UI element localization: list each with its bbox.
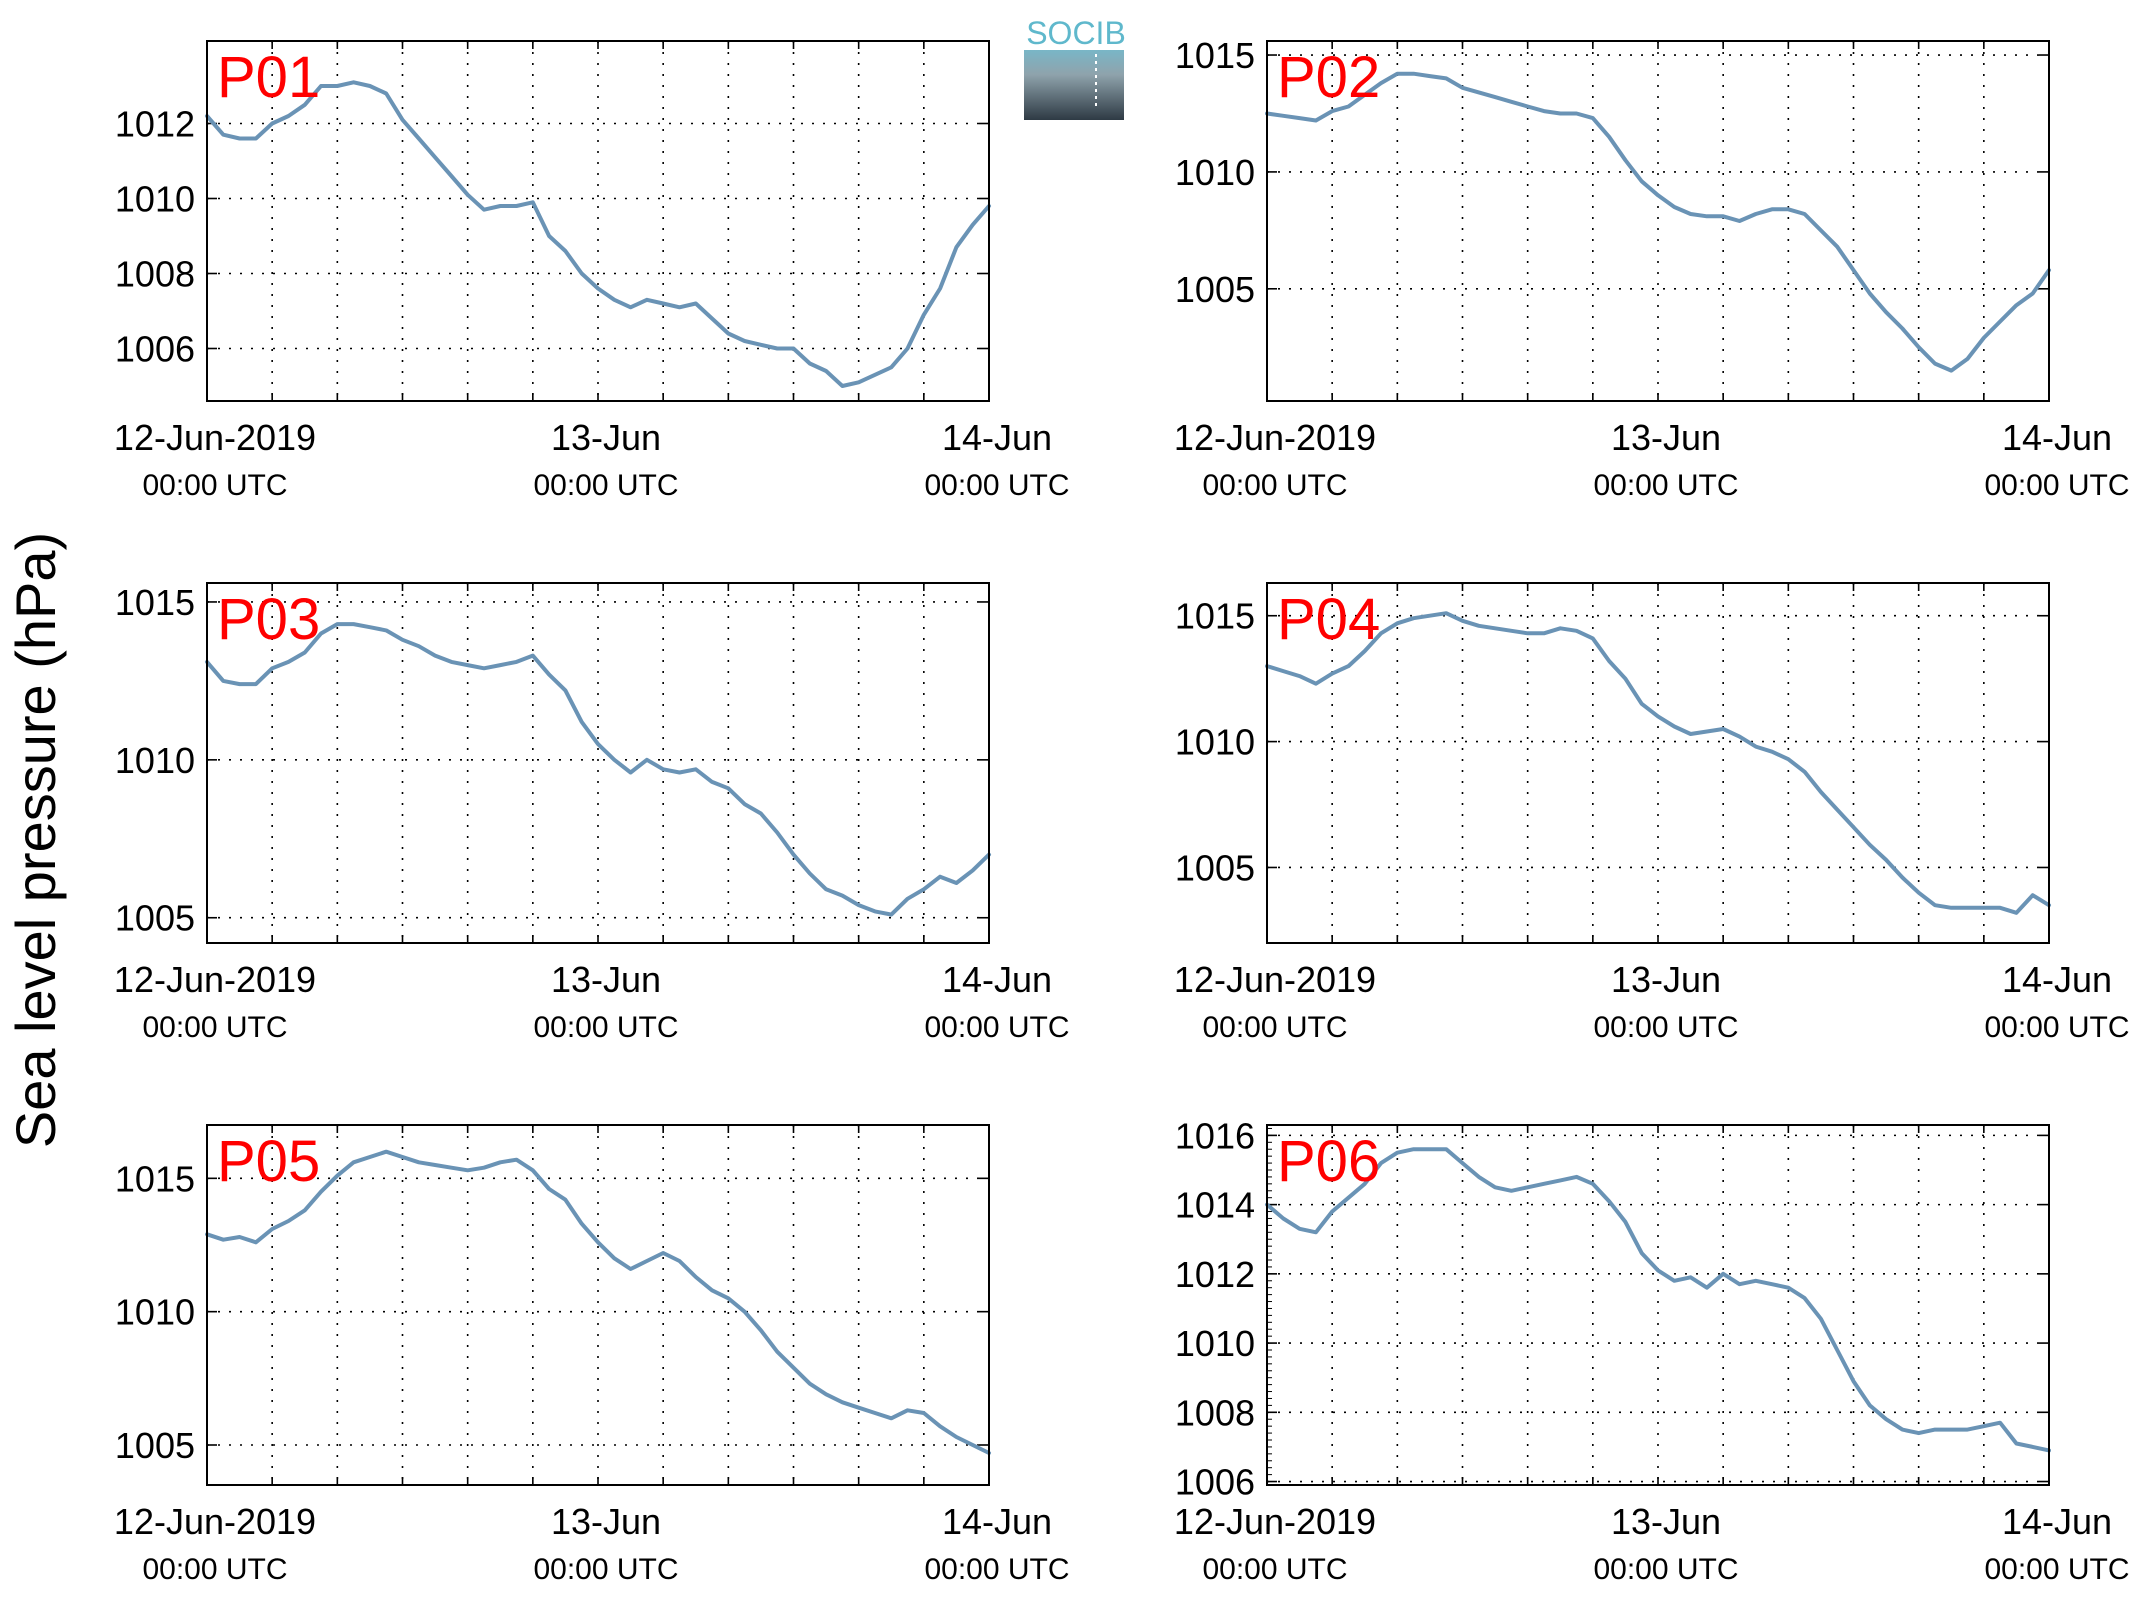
axes-frame (1266, 40, 2050, 402)
socib-logo-text: SOCIB (1026, 15, 1126, 51)
x-tick-label-time: 00:00 UTC (924, 469, 1069, 502)
x-tick-label-date: 14-Jun (2002, 959, 2112, 1000)
axes-frame (206, 1124, 990, 1486)
x-tick-label-time: 00:00 UTC (1593, 1011, 1738, 1044)
y-tick-label: 1015 (1175, 596, 1255, 637)
panel-label: P05 (217, 1129, 320, 1194)
x-tick-label-time: 00:00 UTC (924, 1553, 1069, 1586)
x-tick-label-time: 00:00 UTC (924, 1011, 1069, 1044)
panel-p06: 1006 1008 1010 1012 1014 1016 12-Jun-2019 00:00… (1174, 1115, 2130, 1586)
y-tick-label: 1008 (1175, 1392, 1255, 1433)
y-tick-label: 1010 (115, 179, 195, 220)
axes-frame (1266, 582, 2050, 944)
y-axis-label: Sea level pressure (hPa) (4, 532, 67, 1148)
panel-label: P06 (1277, 1129, 1380, 1194)
x-tick-label-time: 00:00 UTC (533, 469, 678, 502)
x-tick-label-time: 00:00 UTC (142, 469, 287, 502)
pressure-series-line (205, 80, 991, 388)
y-tick-label: 1010 (1175, 722, 1255, 763)
y-tick-label: 1010 (1175, 1323, 1255, 1364)
socib-logo-block (1024, 50, 1124, 120)
x-tick-label-time: 00:00 UTC (1984, 1553, 2129, 1586)
y-tick-label: 1006 (1175, 1462, 1255, 1503)
y-tick-label: 1012 (1175, 1254, 1255, 1295)
y-tick-label: 1008 (115, 254, 195, 295)
y-tick-label: 1015 (1175, 35, 1255, 76)
axes-frame (1266, 1124, 2050, 1486)
x-tick-label-time: 00:00 UTC (1984, 469, 2129, 502)
x-tick-label-date: 14-Jun (942, 959, 1052, 1000)
x-tick-label-time: 00:00 UTC (142, 1011, 287, 1044)
y-tick-label: 1012 (115, 104, 195, 145)
x-tick-label-date: 13-Jun (1611, 1501, 1721, 1542)
panel-label: P03 (217, 587, 320, 652)
x-tick-label-time: 00:00 UTC (1593, 1553, 1738, 1586)
y-tick-label: 1010 (1175, 152, 1255, 193)
y-tick-label: 1016 (1175, 1115, 1255, 1156)
y-tick-label: 1010 (115, 1292, 195, 1333)
y-tick-label: 1005 (1175, 847, 1255, 888)
panel-label: P01 (217, 45, 320, 110)
x-tick-label-time: 00:00 UTC (1202, 1553, 1347, 1586)
x-tick-label-time: 00:00 UTC (533, 1011, 678, 1044)
y-tick-label: 1005 (1175, 269, 1255, 310)
panel-p04: 1005 1010 1015 12-Jun-2019 00:00 UTC 13-Jun 00… (1174, 582, 2130, 1044)
x-tick-label-date: 12-Jun-2019 (114, 417, 316, 458)
x-tick-label-date: 14-Jun (942, 417, 1052, 458)
socib-logo: SOCIB (1024, 15, 1126, 120)
y-tick-label: 1010 (115, 740, 195, 781)
panels: 1006 1008 1010 1012 12-Jun-2019 00:00 UTC 13-J… (114, 35, 2130, 1586)
pressure-series-line (205, 622, 991, 917)
x-tick-label-date: 12-Jun-2019 (114, 1501, 316, 1542)
panel-p02: 1005 1010 1015 12-Jun-2019 00:00 UTC 13-Jun 00… (1174, 35, 2130, 502)
y-tick-label: 1014 (1175, 1185, 1255, 1226)
x-tick-label-date: 13-Jun (1611, 417, 1721, 458)
y-tick-label: 1006 (115, 329, 195, 370)
y-tick-label: 1015 (115, 582, 195, 623)
x-tick-label-date: 12-Jun-2019 (1174, 1501, 1376, 1542)
panel-p05: 1005 1010 1015 12-Jun-2019 00:00 UTC 13-Jun 00… (114, 1124, 1070, 1586)
x-tick-label-time: 00:00 UTC (1593, 469, 1738, 502)
pressure-series-line (1265, 71, 2051, 373)
pressure-series-line (1265, 611, 2051, 915)
x-tick-label-date: 14-Jun (2002, 417, 2112, 458)
panel-label: P02 (1277, 45, 1380, 110)
x-tick-label-time: 00:00 UTC (142, 1553, 287, 1586)
x-tick-label-date: 13-Jun (1611, 959, 1721, 1000)
x-tick-label-date: 13-Jun (551, 1501, 661, 1542)
y-tick-label: 1005 (115, 898, 195, 939)
y-tick-label: 1015 (115, 1158, 195, 1199)
x-tick-label-date: 12-Jun-2019 (1174, 417, 1376, 458)
x-tick-label-time: 00:00 UTC (1202, 1011, 1347, 1044)
x-tick-label-date: 13-Jun (551, 417, 661, 458)
pressure-series-line (1265, 1147, 2051, 1453)
axes-frame (206, 582, 990, 944)
panel-label: P04 (1277, 587, 1380, 652)
axes-frame (206, 40, 990, 402)
x-tick-label-time: 00:00 UTC (1984, 1011, 2129, 1044)
pressure-series-line (205, 1149, 991, 1455)
panel-p01: 1006 1008 1010 1012 12-Jun-2019 00:00 UTC 13-J… (114, 40, 1070, 502)
panel-p03: 1005 1010 1015 12-Jun-2019 00:00 UTC 13-Jun 00… (114, 582, 1070, 1044)
x-tick-label-date: 13-Jun (551, 959, 661, 1000)
x-tick-label-time: 00:00 UTC (1202, 469, 1347, 502)
x-tick-label-date: 14-Jun (942, 1501, 1052, 1542)
x-tick-label-date: 14-Jun (2002, 1501, 2112, 1542)
y-tick-label: 1005 (115, 1425, 195, 1466)
x-tick-label-time: 00:00 UTC (533, 1553, 678, 1586)
x-tick-label-date: 12-Jun-2019 (114, 959, 316, 1000)
x-tick-label-date: 12-Jun-2019 (1174, 959, 1376, 1000)
